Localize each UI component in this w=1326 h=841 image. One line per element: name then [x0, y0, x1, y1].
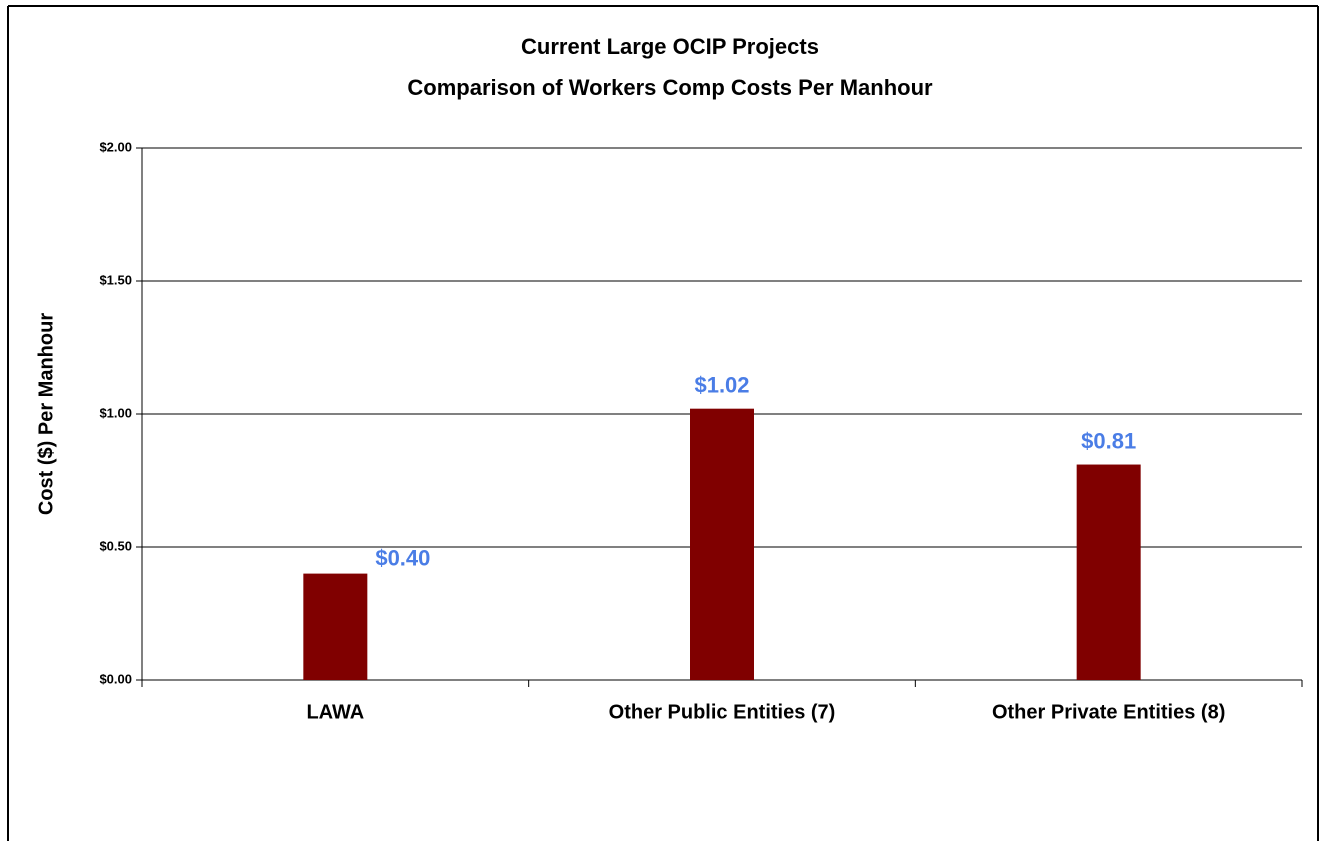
chart-title: Current Large OCIP Projects	[521, 34, 819, 59]
x-tick-label: Other Public Entities (7)	[609, 701, 836, 723]
x-tick-label: LAWA	[306, 701, 364, 723]
y-tick-label: $1.50	[99, 272, 132, 287]
bar	[1076, 464, 1141, 680]
y-tick-label: $1.00	[99, 405, 132, 420]
x-tick-label: Other Private Entities (8)	[992, 701, 1225, 723]
y-tick-label: $0.00	[99, 671, 132, 686]
data-label: $0.81	[1081, 428, 1136, 453]
y-tick-label: $0.50	[99, 538, 132, 553]
data-label: $0.40	[375, 545, 430, 570]
y-axis-label: Cost ($) Per Manhour	[35, 313, 57, 515]
y-tick-label: $2.00	[99, 139, 132, 154]
bar	[690, 408, 754, 680]
data-label: $1.02	[694, 372, 749, 397]
bar	[303, 573, 368, 680]
chart-subtitle: Comparison of Workers Comp Costs Per Man…	[407, 75, 933, 100]
